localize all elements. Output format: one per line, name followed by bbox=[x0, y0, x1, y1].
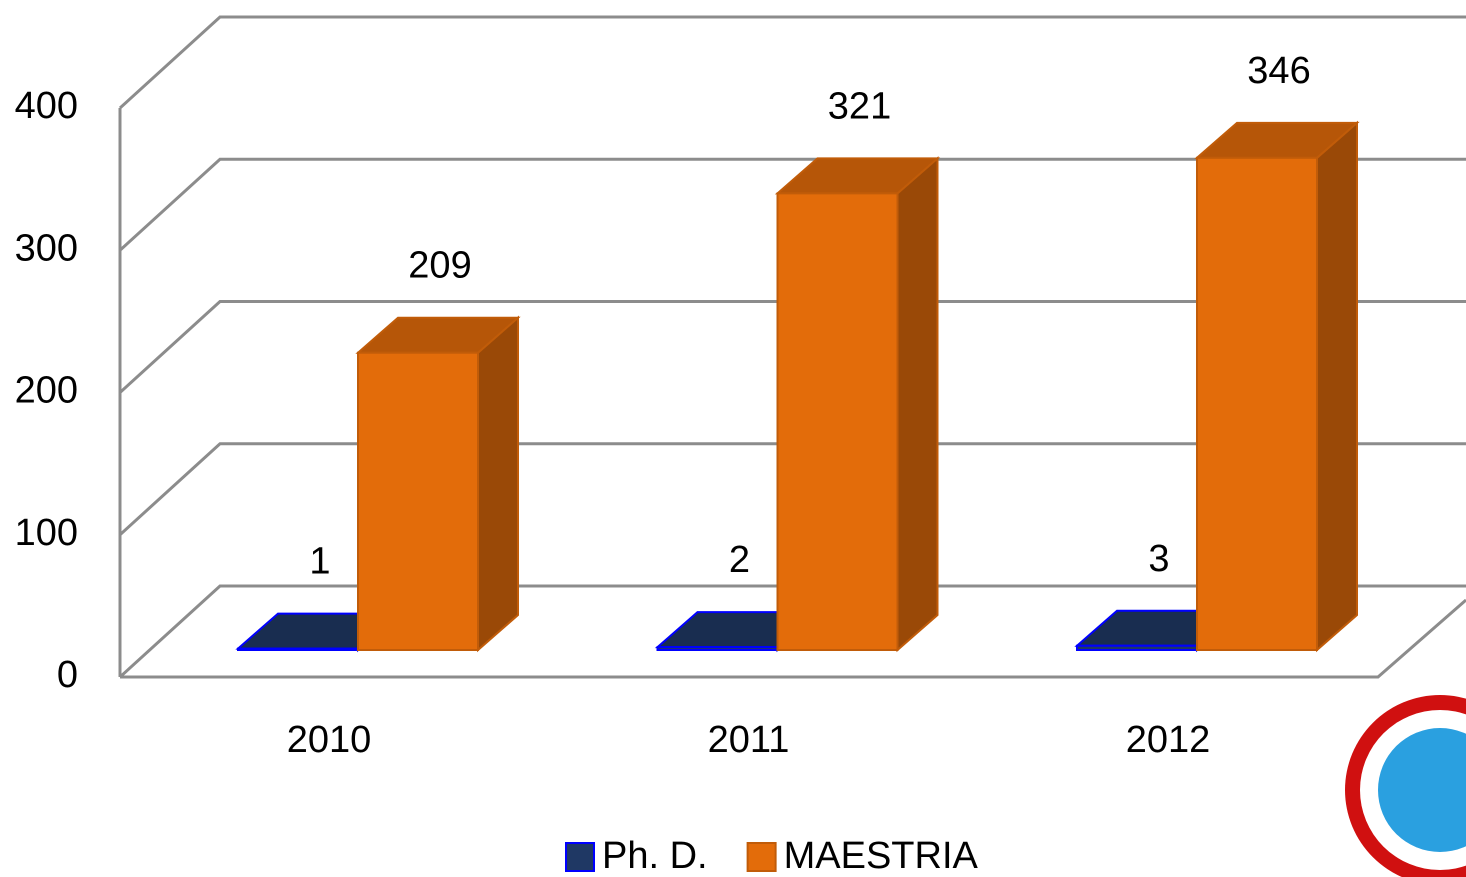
grid-line bbox=[118, 442, 1466, 536]
y-tick-label: 100 bbox=[15, 512, 78, 554]
x-tick-label: 2010 bbox=[287, 719, 372, 761]
grid-line bbox=[118, 157, 1466, 252]
data-label: 1 bbox=[309, 541, 330, 583]
y-tick-label: 400 bbox=[15, 85, 78, 127]
bar-side bbox=[896, 156, 939, 653]
logo bbox=[1345, 695, 1466, 877]
bar bbox=[237, 647, 359, 652]
bar bbox=[1196, 156, 1318, 651]
grid-line bbox=[118, 300, 1466, 394]
data-label: 321 bbox=[828, 85, 891, 127]
grid-line bbox=[118, 584, 1466, 679]
bar bbox=[1076, 644, 1198, 651]
data-label: 346 bbox=[1247, 50, 1310, 92]
legend-swatch bbox=[565, 842, 595, 872]
y-tick-label: 300 bbox=[15, 227, 78, 269]
x-tick-label: 2012 bbox=[1126, 719, 1211, 761]
bar-side bbox=[477, 315, 519, 653]
bar bbox=[656, 646, 779, 652]
legend-swatch bbox=[746, 842, 777, 872]
logo-center bbox=[1378, 728, 1466, 852]
bar bbox=[776, 192, 899, 651]
bar bbox=[357, 351, 479, 651]
legend-label: MAESTRIA bbox=[784, 835, 979, 877]
data-label: 3 bbox=[1148, 538, 1169, 580]
bar-side bbox=[1316, 120, 1358, 653]
floor-edge bbox=[120, 598, 1466, 679]
data-label: 209 bbox=[408, 245, 471, 287]
data-label: 2 bbox=[729, 539, 750, 581]
grid-line bbox=[118, 15, 1466, 110]
y-tick-label: 200 bbox=[15, 370, 78, 412]
legend-label: Ph. D. bbox=[602, 835, 708, 877]
y-tick-label: 0 bbox=[57, 654, 78, 696]
x-tick-label: 2011 bbox=[708, 719, 790, 761]
